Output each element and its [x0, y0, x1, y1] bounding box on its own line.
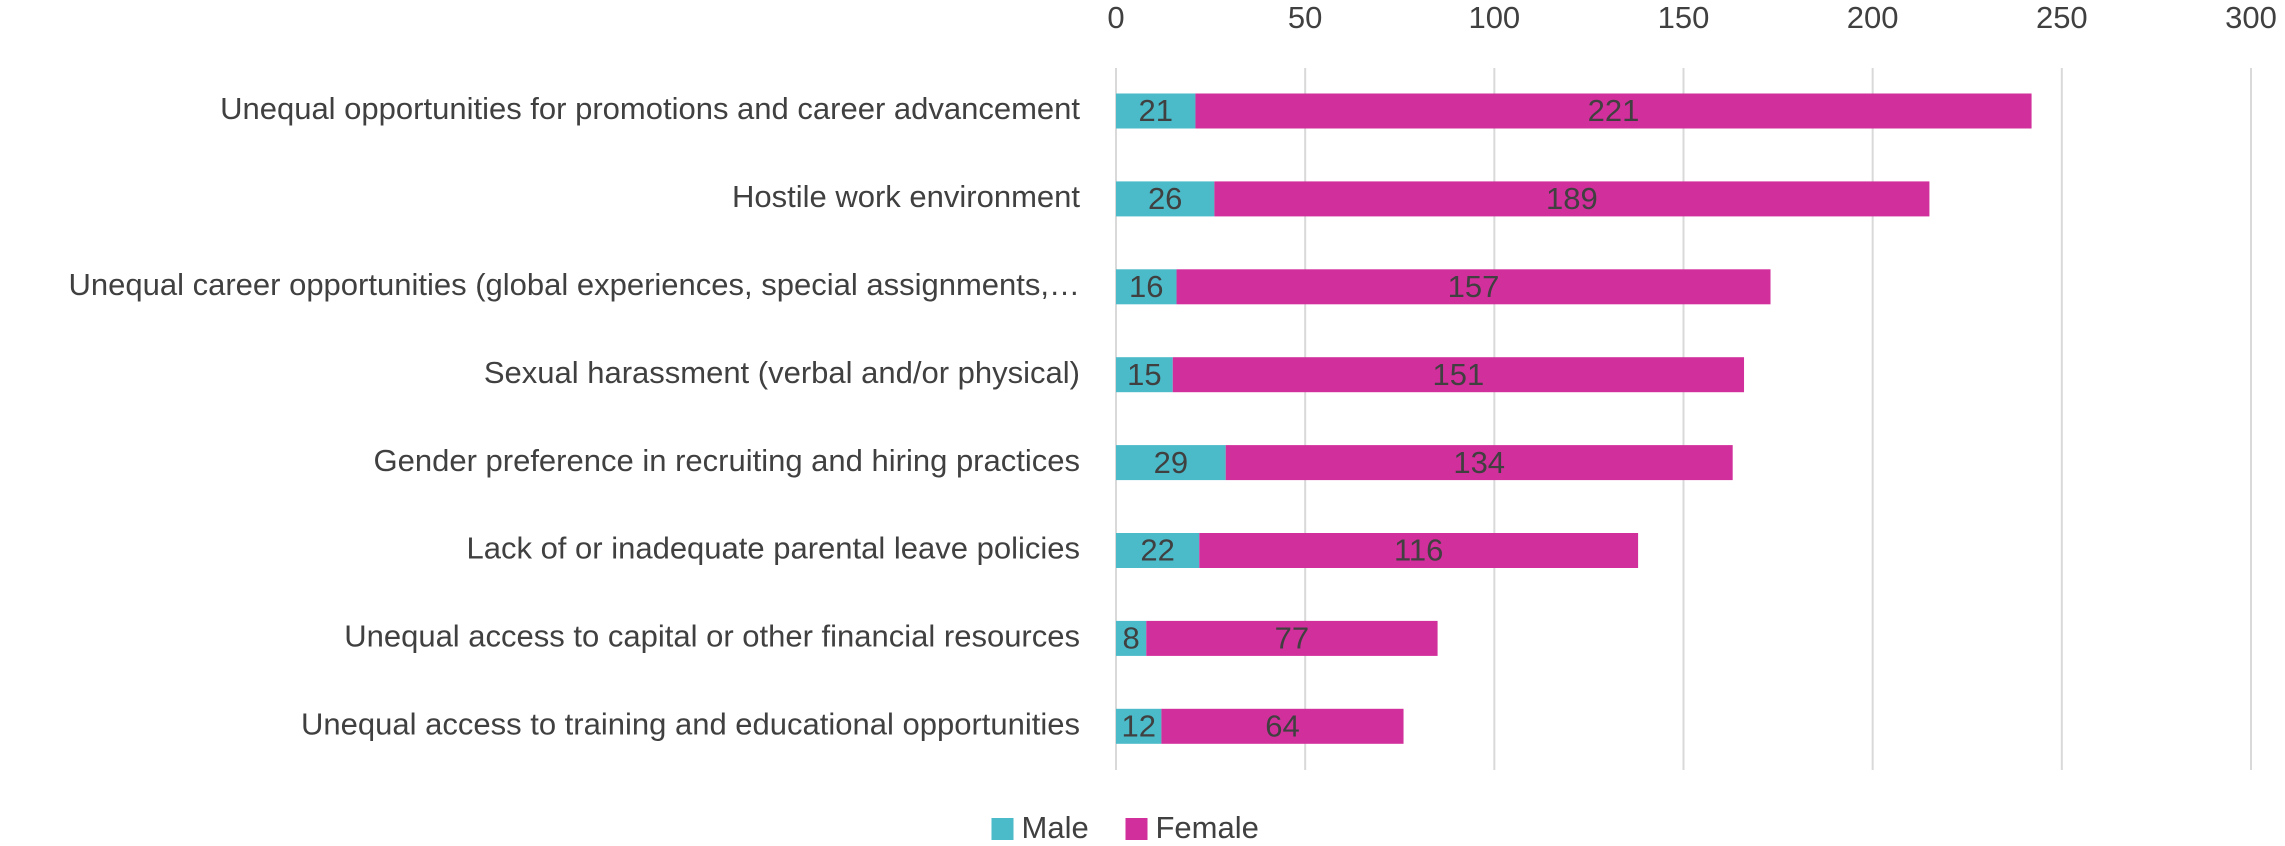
data-label: 77	[1275, 621, 1309, 656]
bar	[1172, 357, 1745, 393]
legend-label: Female	[1156, 810, 1259, 845]
data-label: 22	[1140, 533, 1174, 568]
bar	[1225, 445, 1733, 481]
data-label: 221	[1588, 93, 1640, 128]
legend-label: Male	[1022, 810, 1089, 845]
y-tick-label: Unequal access to capital or other finan…	[344, 619, 1080, 654]
bar	[1146, 620, 1438, 656]
bar	[1116, 357, 1173, 393]
x-tick-label: 150	[1658, 0, 1710, 35]
y-tick-label: Unequal access to training and education…	[301, 706, 1080, 741]
data-label: 116	[1394, 533, 1443, 568]
y-tick-label: Gender preference in recruiting and hiri…	[374, 443, 1081, 478]
bar	[1116, 620, 1147, 656]
legend-swatch	[991, 818, 1014, 840]
x-tick-label: 50	[1288, 0, 1322, 35]
y-tick-label: Hostile work environment	[732, 179, 1080, 214]
data-label: 15	[1127, 357, 1161, 392]
bar	[1116, 533, 1200, 568]
bar	[1116, 708, 1162, 744]
x-tick-label: 0	[1107, 0, 1124, 35]
bar	[1195, 93, 2032, 129]
data-label: 16	[1129, 269, 1163, 304]
data-label: 134	[1453, 445, 1505, 480]
x-tick-label: 100	[1468, 0, 1520, 35]
bar	[1214, 181, 1930, 217]
x-tick-label: 200	[1847, 0, 1899, 35]
legend-swatch	[1125, 818, 1148, 840]
data-label: 21	[1138, 93, 1172, 128]
data-label: 26	[1148, 181, 1182, 216]
x-tick-label: 300	[2225, 0, 2277, 35]
bar	[1116, 269, 1177, 305]
bar	[1116, 445, 1226, 481]
data-label: 12	[1121, 708, 1155, 743]
data-label: 189	[1546, 181, 1598, 216]
y-tick-label: Unequal opportunities for promotions and…	[220, 91, 1080, 126]
bar	[1116, 181, 1215, 217]
data-label: 151	[1433, 357, 1485, 392]
bar	[1199, 533, 1639, 568]
y-tick-label: Lack of or inadequate parental leave pol…	[466, 531, 1080, 566]
bar	[1116, 93, 1196, 129]
x-tick-label: 250	[2036, 0, 2088, 35]
y-tick-label: Sexual harassment (verbal and/or physica…	[484, 355, 1080, 390]
data-label: 157	[1448, 269, 1500, 304]
bar	[1161, 708, 1404, 744]
y-tick-label: Unequal career opportunities (global exp…	[69, 267, 1081, 302]
bar	[1176, 269, 1771, 305]
data-label: 64	[1265, 708, 1299, 743]
data-label: 8	[1123, 621, 1140, 656]
data-label: 29	[1154, 445, 1188, 480]
